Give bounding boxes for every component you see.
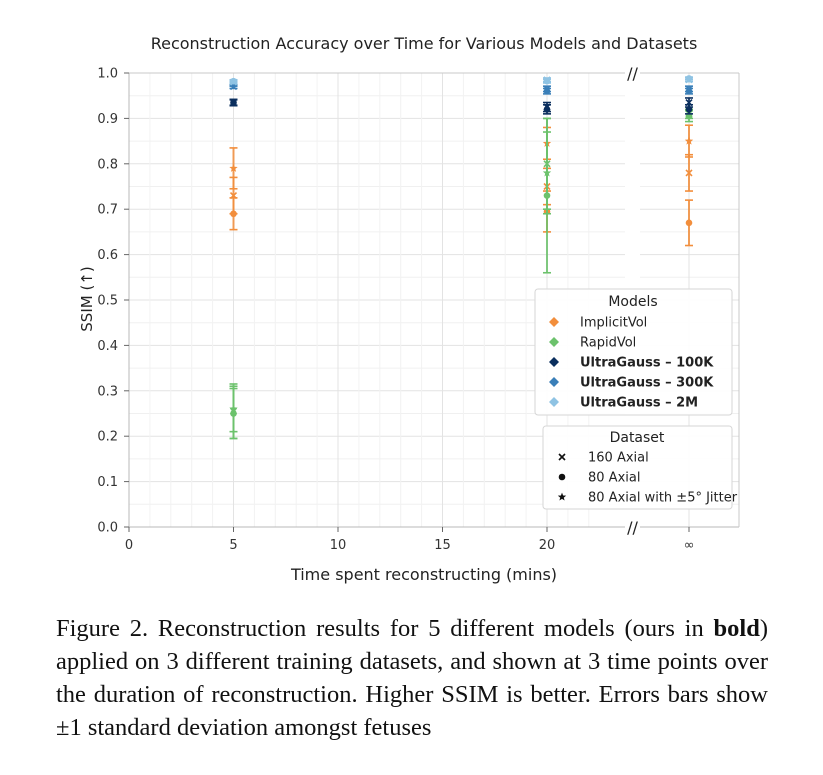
- point-marker: [542, 168, 552, 177]
- point-marker: [543, 87, 551, 95]
- point-marker: [685, 106, 693, 113]
- data-point-ultragauss-300k-80-axial: [543, 87, 551, 95]
- data-point-implicitvol-80-axial: [229, 197, 238, 231]
- y-tick-label: 0.5: [97, 294, 118, 309]
- legend-label-80-axial-with-5-jitter: 80 Axial with ±5° Jitter: [588, 491, 738, 506]
- x-tick-label: 15: [434, 538, 451, 553]
- point-marker: [543, 77, 551, 85]
- legend-label-ultragauss-300k: UltraGauss – 300K: [580, 376, 714, 391]
- x-axis-label: Time spent reconstructing (mins): [290, 565, 557, 584]
- axis-break-bottom: //: [627, 518, 638, 537]
- legend-marker-160-axial: [558, 453, 566, 461]
- y-tick-label: 1.0: [97, 67, 118, 82]
- legend-label-80-axial: 80 Axial: [588, 471, 640, 486]
- figure-caption: Figure 2. Reconstruction results for 5 d…: [56, 612, 768, 744]
- y-tick-label: 0.4: [97, 339, 118, 354]
- x-tick-label: ∞: [684, 538, 695, 553]
- y-tick-label: 0.8: [97, 157, 118, 172]
- data-point-ultragauss-2m-80-axial: [543, 77, 551, 85]
- point-marker: [685, 87, 693, 95]
- legend-dataset-box: [542, 425, 733, 510]
- axis-break-top: //: [627, 64, 638, 83]
- legend-marker-80-axial-with-5-jitter: [557, 492, 567, 501]
- legend-swatch-ultragauss-100k: [549, 357, 559, 367]
- point-marker: [685, 75, 693, 82]
- legend-swatch-implicitvol: [549, 317, 559, 327]
- legend-models-title: Models: [608, 294, 657, 310]
- legend-label-ultragauss-2m: UltraGauss – 2M: [580, 396, 698, 411]
- data-point-implicitvol-80-axial: [685, 199, 693, 247]
- chart: Reconstruction Accuracy over Time for Va…: [78, 34, 740, 584]
- legend-label-160-axial: 160 Axial: [588, 451, 649, 466]
- point-marker: [684, 136, 694, 145]
- data-point-rapidvol-80-axial-with-5-jitter: [542, 131, 552, 215]
- data-point-ultragauss-100k-80-axial: [543, 103, 551, 115]
- data-point-ultragauss-100k-80-axial: [685, 103, 693, 115]
- data-point-ultragauss-300k-80-axial: [685, 87, 693, 95]
- legend-marker-80-axial: [558, 473, 566, 481]
- data-point-ultragauss-2m-80-axial: [229, 77, 238, 85]
- caption-bold: bold: [713, 615, 760, 642]
- x-tick-label: 10: [330, 538, 347, 553]
- legend-models: Models ImplicitVol RapidVol UltraGauss – 10…: [534, 288, 733, 416]
- data-marks: [229, 75, 694, 440]
- legend-label-rapidvol: RapidVol: [580, 336, 636, 351]
- x-tick-label: 20: [539, 538, 556, 553]
- data-point-implicitvol-80-axial-with-5-jitter: [684, 124, 694, 158]
- y-tick-label: 0.6: [97, 248, 118, 263]
- y-tick-label: 0.9: [97, 112, 118, 127]
- legend-models-box: [534, 288, 733, 416]
- data-point-rapidvol-80-axial-with-5-jitter: [229, 385, 238, 433]
- y-tick-label: 0.2: [97, 430, 118, 445]
- caption-suffix: ) applied on 3 different training datase…: [56, 615, 768, 741]
- y-tick-label: 0.7: [97, 203, 118, 218]
- y-tick-label: 0.0: [97, 521, 118, 536]
- legend-dataset-title: Dataset: [610, 430, 665, 446]
- data-point-ultragauss-100k-80-axial: [229, 98, 238, 107]
- y-tick-label: 0.3: [97, 384, 118, 399]
- data-point-ultragauss-2m-80-axial: [685, 75, 693, 82]
- legend-swatch-rapidvol: [549, 337, 559, 347]
- legend-dataset: Dataset 160 Axial 80 Axial 80 Axial with ±5…: [542, 425, 738, 510]
- point-marker: [230, 210, 237, 218]
- data-point-implicitvol-80-axial-with-5-jitter: [229, 147, 238, 190]
- point-marker: [229, 163, 238, 172]
- point-marker: [230, 77, 237, 85]
- y-tick-label: 0.1: [97, 475, 118, 490]
- caption-prefix: Figure 2. Reconstruction results for 5 d…: [56, 615, 714, 642]
- chart-title: Reconstruction Accuracy over Time for Va…: [151, 34, 698, 53]
- x-tick-label: 5: [229, 538, 237, 553]
- tick-labels: 0.0 0.1 0.2 0.3 0.4 0.5 0.6 0.7 0.8 0.9 1.0 0 5 10 15 2…: [97, 67, 694, 554]
- point-marker: [230, 99, 237, 106]
- legend-swatch-ultragauss-300k: [549, 377, 559, 387]
- x-tick-label: 0: [125, 538, 133, 553]
- legend-swatch-ultragauss-2m: [549, 397, 559, 407]
- point-marker: [229, 404, 238, 413]
- point-marker: [685, 169, 693, 177]
- y-axis-label: SSIM (↑): [78, 266, 96, 331]
- point-marker: [543, 106, 551, 113]
- legend-label-ultragauss-100k: UltraGauss – 100K: [580, 356, 714, 371]
- legend-label-implicitvol: ImplicitVol: [580, 316, 647, 331]
- point-marker: [685, 219, 693, 227]
